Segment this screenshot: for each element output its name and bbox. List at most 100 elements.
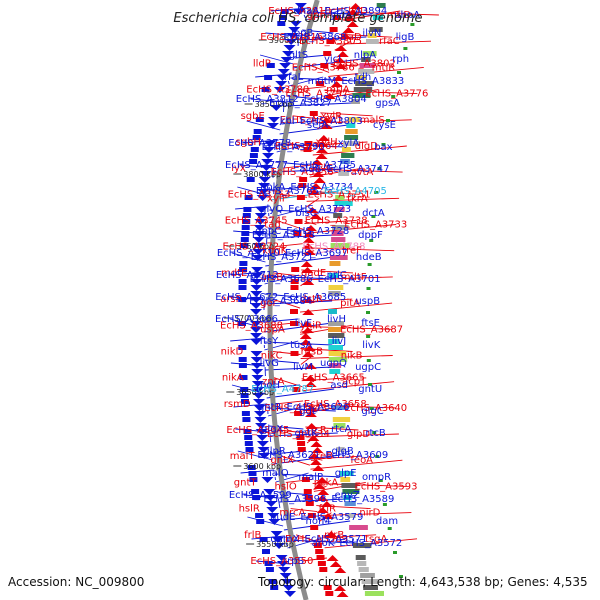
gene-label-echs-a3686: EcHS_A3686 xyxy=(250,274,313,285)
plus-strand-feature xyxy=(277,69,290,75)
gene-label-gntx: gntX xyxy=(270,455,294,466)
connector-line xyxy=(338,33,393,38)
annotation-feature xyxy=(341,483,358,488)
connector-line xyxy=(243,139,279,144)
minus-strand-feature xyxy=(309,111,318,116)
gene-label-hslo: hslO xyxy=(275,481,297,492)
gene-label-xylf: xylF xyxy=(267,193,288,204)
minus-strand-feature xyxy=(302,309,315,315)
gene-label-livg: livG xyxy=(260,358,279,369)
plus-strand-feature xyxy=(271,537,284,543)
connector-line xyxy=(287,80,290,85)
plus-strand-feature xyxy=(242,417,251,422)
gene-label-echs-a3658: EcHS_A3658 xyxy=(304,399,367,410)
annotation-feature xyxy=(353,87,373,92)
annotation-feature xyxy=(352,93,371,98)
marker-feature xyxy=(367,263,372,266)
plus-strand-feature xyxy=(239,261,248,266)
minus-strand-feature xyxy=(294,411,303,416)
plus-strand-feature xyxy=(254,417,267,423)
plus-strand-feature xyxy=(255,117,264,122)
gene-label-mrca: mrcA xyxy=(279,508,305,519)
plus-strand-feature xyxy=(289,21,302,27)
connector-line xyxy=(246,120,281,131)
annotation-feature xyxy=(331,231,344,236)
gene-label-echs-a3697: EcHS_A3697 xyxy=(285,248,348,259)
gene-label-gntt: gntT xyxy=(234,477,258,488)
annotation-feature xyxy=(359,63,376,68)
gene-label-rpoh: rpoH xyxy=(256,380,280,391)
minus-strand-feature xyxy=(301,327,314,333)
gene-label-avta: avtA xyxy=(351,167,374,178)
gene-label-ompr: ompR xyxy=(362,472,391,483)
plus-strand-feature xyxy=(268,519,281,525)
minus-strand-feature xyxy=(315,147,328,153)
plus-strand-feature xyxy=(273,543,286,549)
minus-strand-feature xyxy=(322,513,335,519)
marker-feature xyxy=(397,71,401,74)
gene-label-echs-a3764: EcHS_A3764 xyxy=(275,141,338,152)
gene-label-ugpc: ugpC xyxy=(355,362,381,373)
plus-strand-feature xyxy=(250,327,263,333)
minus-strand-feature xyxy=(299,333,312,339)
gene-label-rsmd: rsmD xyxy=(224,399,251,410)
minus-strand-feature xyxy=(315,153,328,159)
gene-label-rtca: rtcA xyxy=(331,424,352,435)
minus-strand-feature xyxy=(330,81,343,87)
minus-strand-feature xyxy=(303,231,316,237)
annotation-feature xyxy=(356,75,366,80)
gene-label-mdtf: mdtF xyxy=(341,272,367,283)
connector-line xyxy=(292,55,296,60)
annotation-feature xyxy=(339,471,354,476)
plus-strand-feature xyxy=(268,579,277,584)
minus-strand-feature xyxy=(297,441,306,446)
gene-label-sela: selA xyxy=(307,120,328,131)
minus-strand-feature xyxy=(332,75,345,81)
minus-strand-feature xyxy=(316,555,325,560)
gene-label-echs-a3810: EcHS_A3810 xyxy=(268,6,331,17)
annotation-feature xyxy=(363,585,378,590)
gene-label-echs-a3728: EcHS_A3728 xyxy=(286,226,349,237)
minus-strand-feature xyxy=(320,123,333,129)
minus-strand-feature xyxy=(309,183,322,189)
plus-strand-feature xyxy=(241,411,250,416)
connector-line xyxy=(303,224,397,234)
plus-strand-feature xyxy=(242,219,251,224)
gene-label-echs-a3687: EcHS_A3687 xyxy=(340,324,403,335)
connector-line xyxy=(270,187,273,192)
plus-strand-feature xyxy=(239,267,248,272)
gene-label-cyse: cysE xyxy=(373,120,396,131)
gene-label-dlgd: dlgD xyxy=(355,141,378,152)
annotation-feature xyxy=(364,591,384,596)
plus-strand-feature xyxy=(280,57,293,63)
connector-line xyxy=(265,366,334,371)
plus-strand-feature xyxy=(275,555,288,561)
minus-strand-feature xyxy=(300,261,313,267)
connector-line xyxy=(302,381,395,392)
annotation-feature xyxy=(361,579,379,584)
gene-label-xylh: xylH xyxy=(316,137,338,148)
minus-strand-feature xyxy=(312,465,325,471)
gene-label-echs-a4787: EcHS_A4787 xyxy=(251,384,314,395)
plus-strand-feature xyxy=(252,249,265,255)
gene-label-echs-a3755: EcHS_A3755 xyxy=(293,160,356,171)
annotation-feature xyxy=(366,39,379,44)
plus-strand-feature xyxy=(257,447,270,453)
minus-strand-feature xyxy=(297,447,306,452)
gene-label-dnaa: dnaA xyxy=(294,6,320,17)
gene-label-echs-a3626: EcHS_A3626 xyxy=(287,402,350,413)
tick-label-3550-kbp: 3550 kbp xyxy=(256,540,294,549)
connector-line xyxy=(278,429,307,434)
annotation-feature xyxy=(344,501,356,506)
gene-label-glgc: glgC xyxy=(361,406,383,417)
minus-strand-feature xyxy=(326,39,335,44)
gene-label-nirb: nirB xyxy=(324,530,344,541)
connector-line xyxy=(312,482,407,487)
minus-strand-feature xyxy=(313,543,322,548)
marker-feature xyxy=(410,23,415,26)
connector-line xyxy=(304,220,357,224)
minus-strand-feature xyxy=(290,351,299,356)
connector-line xyxy=(284,102,353,107)
annotation-feature xyxy=(342,489,360,494)
